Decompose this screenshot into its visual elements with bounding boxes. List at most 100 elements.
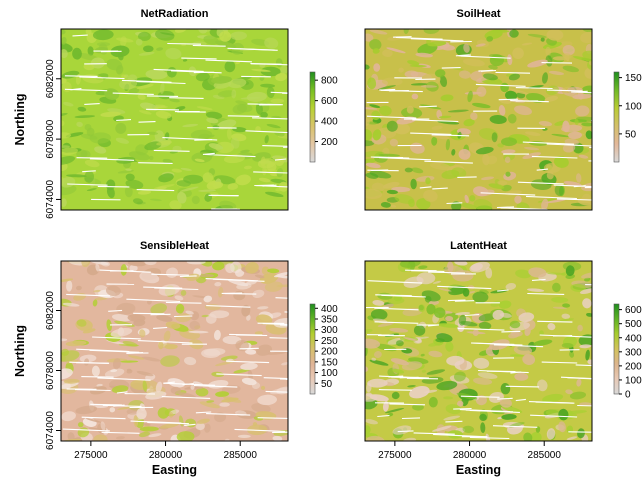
legend-label: 400 (321, 117, 338, 128)
raster-patch (85, 418, 102, 423)
panel-title: SensibleHeat (140, 240, 209, 252)
scan-line (515, 87, 553, 90)
legend-label: 200 (321, 347, 338, 358)
legend-colorbar (309, 71, 316, 163)
raster-patch (120, 360, 139, 363)
raster-patch (257, 394, 277, 406)
raster-patch (428, 350, 443, 358)
raster-patch (382, 401, 389, 412)
raster-patch (398, 67, 404, 73)
scan-line (276, 445, 288, 446)
scan-line (169, 97, 204, 99)
raster-patch (266, 124, 281, 129)
raster-patch (196, 418, 210, 424)
raster-patch (115, 122, 127, 134)
scan-line (76, 362, 110, 364)
raster-patch (427, 41, 447, 47)
raster-patch (546, 29, 564, 41)
raster-patch (460, 321, 478, 327)
raster-patch (106, 319, 112, 332)
raster-patch (412, 403, 424, 411)
scan-line (515, 398, 526, 402)
scan-line (137, 340, 193, 344)
raster-patch (458, 70, 471, 79)
raster-patch (432, 280, 441, 284)
raster-patch (436, 380, 458, 391)
raster-patch (499, 398, 512, 408)
raster-patch (61, 29, 66, 35)
raster-patch (365, 33, 374, 42)
raster-patch (264, 37, 279, 49)
raster-patch (65, 340, 87, 347)
raster-patch (171, 168, 183, 173)
scan-line (428, 324, 439, 327)
raster-patch (421, 369, 427, 373)
raster-patch (226, 128, 232, 140)
raster-patch (401, 361, 423, 371)
raster-patch (509, 29, 519, 38)
legend-label: 150 (625, 73, 642, 84)
scan-line (511, 468, 563, 470)
raster-patch (267, 351, 287, 355)
raster-patch (82, 328, 96, 334)
raster-patch (573, 56, 592, 62)
raster-patch (156, 314, 173, 322)
scan-line (431, 134, 470, 137)
raster-patch (176, 180, 191, 187)
raster-patch (233, 368, 250, 374)
raster-patch (428, 396, 438, 408)
raster-patch (164, 344, 178, 350)
raster-patch (558, 408, 569, 421)
raster-patch (219, 200, 237, 210)
raster-patch (217, 286, 224, 298)
scan-line (202, 152, 215, 155)
raster-patch (260, 66, 281, 77)
scan-line (457, 176, 477, 178)
raster-patch (582, 29, 592, 33)
raster-patch (469, 261, 490, 273)
raster-patch (254, 331, 263, 336)
scan-line (106, 446, 158, 448)
raster-patch (505, 171, 511, 177)
raster-patch (370, 309, 388, 321)
raster-patch (150, 198, 162, 202)
raster-patch (578, 154, 589, 159)
scan-line (136, 189, 175, 192)
raster-patch (216, 119, 237, 130)
raster-patch (199, 401, 220, 409)
raster-patch (157, 407, 170, 419)
raster-patch (566, 436, 578, 441)
scan-line (114, 446, 130, 447)
raster-patch (169, 200, 182, 210)
raster-patch (258, 177, 271, 183)
raster-patch (470, 112, 478, 121)
scan-line (419, 105, 437, 108)
x-axis-title: Easting (152, 463, 197, 477)
raster-patch (418, 265, 428, 270)
scan-line (136, 81, 170, 83)
raster-patch (175, 303, 185, 314)
scan-line (179, 275, 197, 278)
raster-patch (245, 262, 259, 274)
raster-patch (445, 138, 451, 151)
raster-patch (386, 47, 406, 54)
scan-line (262, 323, 288, 326)
scan-line (428, 271, 466, 274)
raster-patch (574, 118, 579, 126)
raster-patch (61, 36, 67, 45)
raster-patch (527, 288, 545, 292)
scan-line (453, 407, 472, 410)
legend-colorbar (613, 71, 620, 163)
raster-patch (365, 106, 378, 110)
raster-patch (136, 370, 154, 377)
raster-patch (170, 386, 181, 394)
raster-patch (579, 344, 592, 349)
scan-line (229, 333, 263, 336)
scan-line (146, 108, 180, 111)
scan-line (379, 375, 429, 379)
raster-patch (480, 176, 495, 181)
raster-patch (431, 425, 452, 432)
raster-patch (158, 284, 180, 296)
raster-patch (448, 109, 469, 113)
raster-patch (246, 91, 267, 102)
